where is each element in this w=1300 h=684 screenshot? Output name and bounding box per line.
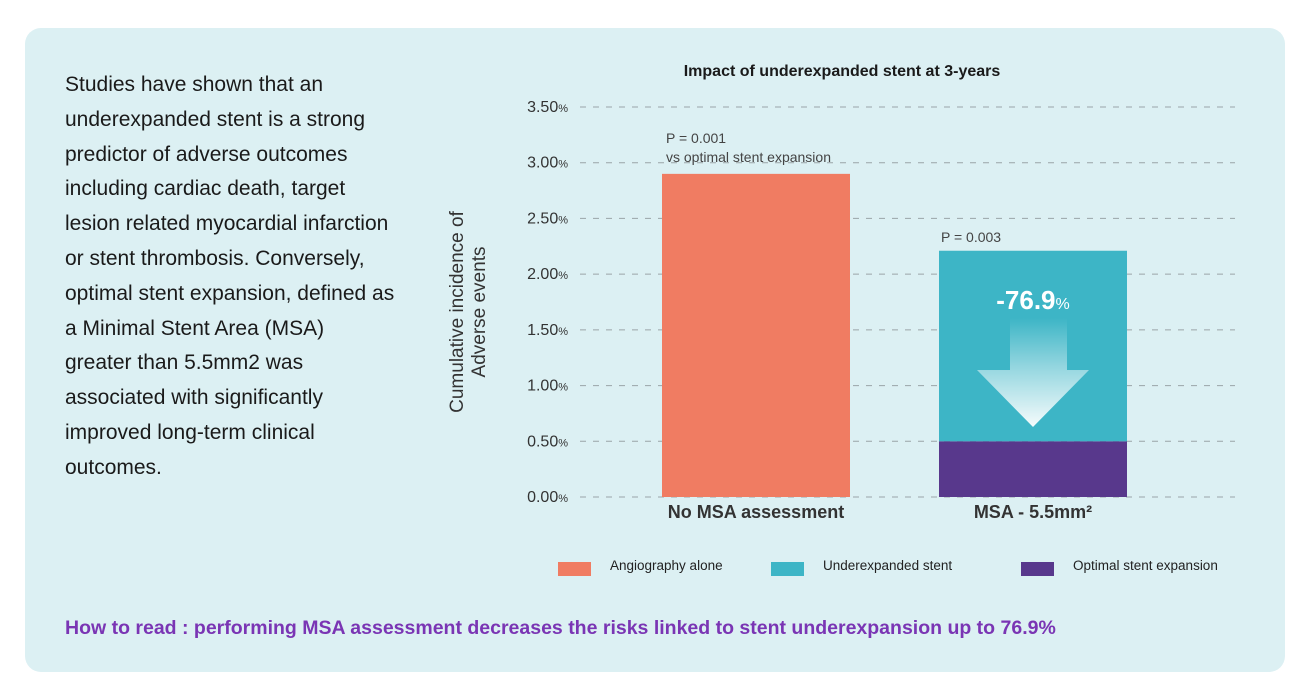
y-tick-label: 2.50% xyxy=(527,210,568,227)
legend: Angiography alone Underexpanded stent Opti… xyxy=(558,558,1218,576)
y-axis-label-line1: Cumulative incidence of xyxy=(447,210,468,412)
y-tick-label: 1.00% xyxy=(527,378,568,395)
bar-angiography-alone xyxy=(662,173,850,497)
y-tick-value: 3.00 xyxy=(527,155,558,172)
how-to-read-note: How to read : performing MSA assessment … xyxy=(65,617,1056,639)
reduction-arrow-group xyxy=(977,318,1089,427)
legend-swatch xyxy=(1021,562,1054,576)
legend-swatch xyxy=(558,562,591,576)
y-tick-unit: % xyxy=(558,326,568,338)
y-tick-value: 0.50 xyxy=(527,433,558,450)
bar1-p-comparison: vs optimal stent expansion xyxy=(666,149,831,165)
y-tick-value: 2.50 xyxy=(527,210,558,227)
reduction-label: -76.9% xyxy=(996,285,1070,315)
y-axis-ticks: 0.00%0.50%1.00%1.50%2.00%2.50%3.00%3.50% xyxy=(527,99,568,506)
y-tick-value: 1.50 xyxy=(527,322,558,339)
legend-swatch xyxy=(771,562,804,576)
y-tick-label: 3.00% xyxy=(527,155,568,172)
legend-label: Underexpanded stent xyxy=(823,558,952,573)
chart-title: Impact of underexpanded stent at 3-years xyxy=(684,63,1001,80)
legend-label: Optimal stent expansion xyxy=(1073,558,1218,573)
bars xyxy=(662,173,1127,497)
reduction-unit: % xyxy=(1056,296,1070,313)
bar2-p-value: P = 0.003 xyxy=(941,229,1001,245)
x-tick-label: No MSA assessment xyxy=(668,502,844,522)
y-tick-label: 2.00% xyxy=(527,266,568,283)
legend-label: Angiography alone xyxy=(610,558,723,573)
intro-paragraph: Studies have shown that an underexpanded… xyxy=(65,73,395,479)
y-tick-value: 1.00 xyxy=(527,378,558,395)
y-tick-unit: % xyxy=(558,270,568,282)
y-tick-value: 2.00 xyxy=(527,266,558,283)
y-tick-unit: % xyxy=(558,103,568,115)
y-tick-unit: % xyxy=(558,493,568,505)
y-tick-label: 0.00% xyxy=(527,489,568,506)
bar-optimal-stent-expansion xyxy=(939,441,1127,497)
y-tick-value: 3.50 xyxy=(527,99,558,116)
bar1-p-value: P = 0.001 xyxy=(666,130,726,146)
x-axis-labels: No MSA assessment MSA - 5.5mm² xyxy=(668,502,1092,522)
y-tick-label: 0.50% xyxy=(527,433,568,450)
y-tick-unit: % xyxy=(558,382,568,394)
reduction-value: -76.9 xyxy=(996,285,1055,315)
y-tick-value: 0.00 xyxy=(527,489,558,506)
y-tick-unit: % xyxy=(558,214,568,226)
y-axis-label-line2: Adverse events xyxy=(469,247,490,378)
down-arrow-icon xyxy=(977,318,1089,427)
x-tick-label: MSA - 5.5mm² xyxy=(974,502,1092,522)
y-tick-label: 1.50% xyxy=(527,322,568,339)
y-tick-unit: % xyxy=(558,159,568,171)
y-tick-label: 3.50% xyxy=(527,99,568,116)
y-tick-unit: % xyxy=(558,437,568,449)
